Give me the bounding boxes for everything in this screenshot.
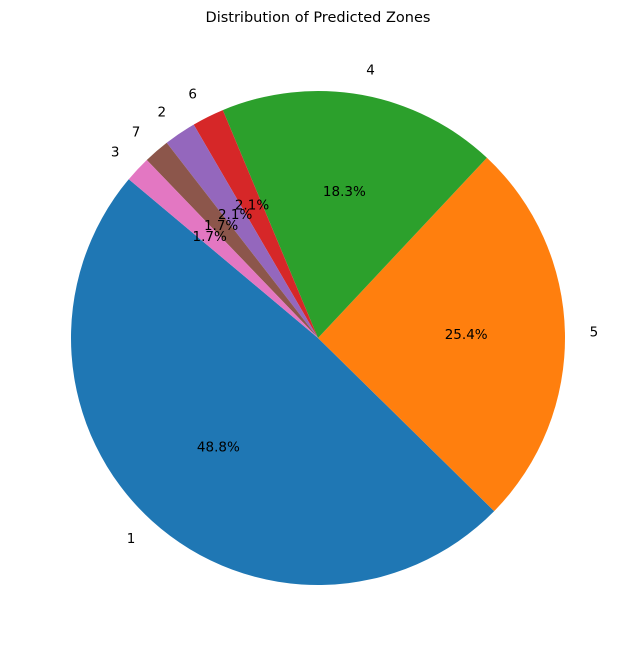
slice-percent-labels: 48.8%25.4%18.3%2.1%2.1%1.7%1.7% bbox=[193, 184, 488, 456]
slice-label-7: 7 bbox=[132, 124, 141, 140]
percent-label-2: 2.1% bbox=[218, 207, 252, 223]
percent-label-4: 18.3% bbox=[323, 184, 366, 200]
chart-title: Distribution of Predicted Zones bbox=[206, 10, 431, 26]
percent-label-7: 1.7% bbox=[204, 218, 238, 234]
percent-label-6: 2.1% bbox=[235, 197, 269, 213]
slice-label-2: 2 bbox=[157, 105, 166, 121]
pie-slice-4 bbox=[222, 90, 487, 339]
slice-label-3: 3 bbox=[111, 145, 120, 161]
pie-slice-6 bbox=[193, 110, 318, 338]
percent-label-1: 48.8% bbox=[197, 440, 240, 456]
slice-label-5: 5 bbox=[590, 324, 599, 340]
pie-slice-7 bbox=[146, 142, 318, 338]
pie-slice-3 bbox=[128, 159, 318, 338]
slice-category-labels: 1 5 4 6 273 bbox=[111, 63, 598, 547]
percent-label-5: 25.4% bbox=[445, 327, 488, 343]
pie-slice-1 bbox=[70, 179, 495, 586]
pie-slices bbox=[70, 90, 566, 586]
pie-slice-5 bbox=[318, 157, 566, 512]
pie-slice-2 bbox=[166, 124, 318, 338]
slice-label-4: 4 bbox=[366, 63, 375, 79]
percent-label-3: 1.7% bbox=[193, 229, 227, 245]
slice-label-6: 6 bbox=[188, 87, 197, 103]
slice-label-1: 1 bbox=[127, 531, 136, 547]
